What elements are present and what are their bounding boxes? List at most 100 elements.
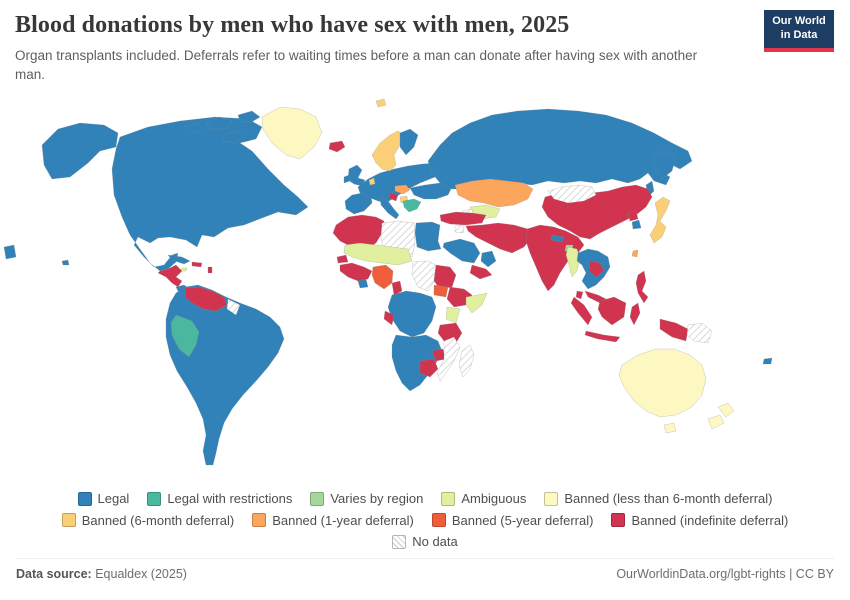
region-cuba[interactable] <box>167 254 191 265</box>
region-mongolia[interactable] <box>547 184 597 204</box>
region-south-korea[interactable] <box>631 219 642 230</box>
region-chukotka-wrap[interactable] <box>3 244 17 260</box>
region-guyana[interactable] <box>226 298 241 316</box>
region-north-america[interactable] <box>111 116 309 272</box>
region-arctic-island-2[interactable] <box>237 110 261 124</box>
legend-label-banned-1yr: Banned (1-year deferral) <box>272 512 414 528</box>
legend-item-varies[interactable]: Varies by region <box>310 489 423 508</box>
legend-row-2: Banned (6-month deferral) Banned (1-year … <box>0 511 850 533</box>
region-morocco-algeria[interactable] <box>332 214 385 250</box>
region-kamchatka[interactable] <box>651 150 677 180</box>
region-nepal[interactable] <box>550 234 565 243</box>
region-north-korea[interactable] <box>627 210 639 222</box>
legend-item-legal[interactable]: Legal <box>77 489 129 508</box>
region-borneo[interactable] <box>597 296 627 326</box>
footer-link[interactable]: OurWorldinData.org/lgbt-rights | CC BY <box>616 567 834 581</box>
region-somalia[interactable] <box>465 292 488 314</box>
region-ukraine-east-europe[interactable] <box>409 182 453 200</box>
region-central-america[interactable] <box>157 264 183 288</box>
region-new-zealand-north[interactable] <box>717 402 735 418</box>
region-denmark[interactable] <box>368 177 376 186</box>
region-lesser-antilles[interactable] <box>207 266 213 274</box>
region-iran-pakistan-region[interactable] <box>465 222 533 254</box>
region-hawaii[interactable] <box>61 259 70 266</box>
region-sumatra[interactable] <box>570 296 593 326</box>
region-laos-cambodia[interactable] <box>588 260 605 278</box>
region-saudi-arabia[interactable] <box>442 238 481 264</box>
region-turkey[interactable] <box>439 211 487 226</box>
region-papua-new-guinea[interactable] <box>686 322 713 344</box>
region-peru[interactable] <box>170 314 200 358</box>
region-fiji[interactable] <box>762 357 773 365</box>
region-egypt[interactable] <box>414 221 442 252</box>
region-sahel[interactable] <box>343 242 413 266</box>
region-madagascar[interactable] <box>458 344 475 378</box>
region-iberia[interactable] <box>344 192 373 215</box>
region-new-zealand-south[interactable] <box>707 414 725 430</box>
region-france-central-europe[interactable] <box>357 162 445 204</box>
region-iceland[interactable] <box>328 140 346 153</box>
region-austria-hungary[interactable] <box>394 184 411 195</box>
region-ireland[interactable] <box>343 174 351 184</box>
region-russia[interactable] <box>427 108 693 190</box>
region-arctic-island-3[interactable] <box>221 130 245 144</box>
region-west-africa-coast[interactable] <box>339 262 373 282</box>
region-sri-lanka[interactable] <box>575 290 584 300</box>
region-myanmar[interactable] <box>565 246 581 278</box>
legend-item-ambiguous[interactable]: Ambiguous <box>441 489 526 508</box>
region-cameroon[interactable] <box>391 280 403 296</box>
region-west-new-guinea[interactable] <box>659 318 689 342</box>
region-venezuela[interactable] <box>184 286 228 312</box>
region-india[interactable] <box>525 224 585 292</box>
region-scandinavia[interactable] <box>371 130 405 172</box>
region-nigeria[interactable] <box>371 264 394 290</box>
region-yemen[interactable] <box>469 264 493 280</box>
region-kenya[interactable] <box>445 306 461 324</box>
legend-item-banned-6mo[interactable]: Banned (6-month deferral) <box>61 511 234 530</box>
region-jamaica[interactable] <box>180 267 188 272</box>
region-mozambique[interactable] <box>436 336 461 382</box>
region-tasmania[interactable] <box>663 422 677 434</box>
region-chad[interactable] <box>411 260 437 292</box>
region-italy[interactable] <box>379 196 400 220</box>
region-uk[interactable] <box>347 164 366 187</box>
region-botswana[interactable] <box>419 358 439 378</box>
region-oman-uae[interactable] <box>480 250 497 268</box>
region-croatia-bosnia[interactable] <box>388 192 399 202</box>
region-finland[interactable] <box>399 128 419 156</box>
region-taiwan[interactable] <box>631 249 639 258</box>
region-philippines[interactable] <box>635 270 649 304</box>
region-greenland[interactable] <box>261 106 323 160</box>
legend-item-banned-indef[interactable]: Banned (indefinite deferral) <box>611 511 788 530</box>
region-arctic-island-4[interactable] <box>185 122 203 134</box>
legend-swatch-varies <box>310 491 325 506</box>
region-southern-africa[interactable] <box>391 334 443 392</box>
legend-swatch-banned-5yr <box>431 513 446 527</box>
region-south-sudan[interactable] <box>433 284 449 298</box>
legend-item-banned-1yr[interactable]: Banned (1-year deferral) <box>252 511 414 530</box>
region-syria[interactable] <box>454 224 465 234</box>
legend-item-banned-5yr[interactable]: Banned (5-year deferral) <box>431 511 593 530</box>
region-arctic-island-1[interactable] <box>204 116 233 130</box>
legend-swatch-ambiguous <box>441 491 456 506</box>
legend-swatch-legal-restrictions <box>147 491 162 506</box>
region-alaska[interactable] <box>41 122 119 180</box>
region-sulawesi[interactable] <box>629 302 641 326</box>
legend-item-no-data[interactable]: No data <box>392 532 458 551</box>
region-kazakhstan[interactable] <box>454 178 534 208</box>
region-java[interactable] <box>584 330 621 343</box>
region-gabon[interactable] <box>383 310 395 326</box>
legend-item-banned-lt6[interactable]: Banned (less than 6-month deferral) <box>544 489 772 508</box>
region-australia[interactable] <box>618 348 707 418</box>
region-japan[interactable] <box>649 196 671 244</box>
region-ghana[interactable] <box>357 278 369 289</box>
region-hispaniola[interactable] <box>191 261 203 268</box>
region-senegal[interactable] <box>336 254 349 264</box>
region-svalbard[interactable] <box>375 98 387 108</box>
region-greece-bulgaria[interactable] <box>402 198 422 213</box>
region-sudan[interactable] <box>433 264 457 290</box>
legend-item-legal-restrictions[interactable]: Legal with restrictions <box>147 489 292 508</box>
region-congo-basin[interactable] <box>387 290 437 338</box>
region-south-america[interactable] <box>165 284 285 466</box>
data-source-value: Equaldex (2025) <box>91 567 187 581</box>
